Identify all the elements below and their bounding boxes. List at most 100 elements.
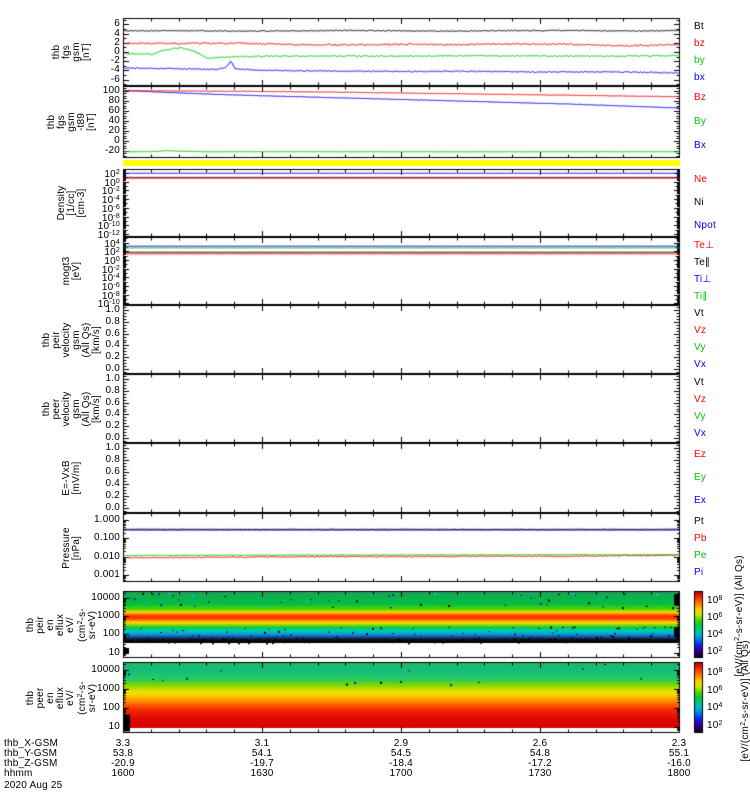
ytick-label-mogt3-3: 10-2 [101,264,120,276]
ytick-label-thb_peer_en_eflux-2: 100 [102,702,120,714]
legend-by: by [694,54,705,66]
legend-Pt: Pt [694,515,704,527]
footer-value-0-3: 2.6 [532,738,548,749]
colorbar-tick-label-0-3: 102 [707,645,723,657]
footer-value-2-0: -20.9 [111,758,135,769]
colorbar-tick-label-0-2: 104 [707,628,723,640]
footer-value-0-2: 2.9 [393,738,409,749]
legend-Vx: Vx [694,359,707,371]
legend-Te∥: Te∥ [694,256,711,268]
legend-bz: bz [694,37,705,49]
date-label: 2020 Aug 25 [4,780,63,791]
ytick-label-thb_peer_velocity_gsm-2: 0.6 [105,396,120,408]
ytick-label-thb_fgs_gsm-4: -2 [110,55,120,67]
ytick-label-E_VxB-3: 0.4 [105,478,120,490]
footer-row-label-thb_Z-GSM: thb_Z-GSM [4,758,58,769]
ytick-label-thb_peer_velocity_gsm-1: 0.8 [105,384,120,396]
ytick-label-density-6: 10-10 [97,221,120,233]
ytick-label-density-1: 100 [104,177,120,189]
ytick-label-thb_peir_en_eflux-1: 1000 [96,610,120,622]
footer-value-2-4: -16.0 [667,758,691,769]
colorbar-tick-label-0-1: 106 [707,612,723,624]
footer-value-1-3: 54.8 [529,748,551,759]
ytick-label-density-5: 10-8 [101,212,120,224]
footer-value-2-2: -18.4 [389,758,413,769]
ytick-label-thb_fgs_gsm-3: 0 [114,46,120,57]
ytick-label-E_VxB-5: 0.0 [105,502,120,514]
colorbar-tick-label-0-0: 108 [707,595,723,607]
legend-Vx: Vx [694,428,707,440]
footer-value-0-1: 3.1 [254,738,270,749]
legend-bx: bx [694,71,705,83]
legend-Te⊥: Te⊥ [694,239,714,251]
ytick-label-density-7: 10-12 [97,229,120,241]
ytick-label-thb_fgs_gsm-t89-3: 40 [108,114,120,126]
legend-Ne: Ne [694,174,708,186]
colorbar-tick-label-1-3: 102 [707,720,723,732]
ytick-label-mogt3-0: 104 [104,238,120,250]
ytick-label-thb_fgs_gsm-t89-2: 60 [108,104,120,116]
legend-Vz: Vz [694,393,707,405]
legend-Bz: Bz [694,92,707,103]
ytick-label-mogt3-2: 100 [104,255,120,267]
ytick-label-thb_fgs_gsm-t89-1: 80 [108,94,120,106]
ytick-label-density-0: 102 [104,168,120,180]
legend-Pi: Pi [694,567,704,579]
legend-Bt: Bt [694,20,704,32]
ytick-label-thb_peer_en_eflux-1: 1000 [96,682,120,694]
colorbar-tick-label-1-2: 104 [707,702,723,714]
ytick-label-thb_fgs_gsm-1: 4 [114,27,120,39]
ytick-label-mogt3-7: 10-10 [97,299,120,311]
footer-value-3-0: 1600 [111,768,135,779]
footer-value-2-3: -17.2 [528,758,552,769]
ytick-label-thb_peer_en_eflux-0: 10000 [91,663,120,675]
ytick-label-pressure-3: 0.001 [93,569,120,581]
footer-row-label-thb_X-GSM: thb_X-GSM [4,738,59,749]
ytick-label-thb_peir_velocity_gsm-5: 0.0 [105,363,120,375]
footer-value-3-4: 1800 [667,768,691,779]
legend-Ni: Ni [694,197,704,208]
ytick-label-thb_fgs_gsm-t89-5: 0 [114,134,120,146]
legend-Ez: Ez [694,448,707,460]
ytick-label-pressure-0: 1.000 [93,513,120,525]
ytick-label-thb_peer_velocity_gsm-4: 0.2 [105,420,120,432]
ytick-label-thb_peir_velocity_gsm-0: 1.0 [105,303,120,315]
legend-Bx: Bx [694,140,707,151]
ytick-label-pressure-1: 0.100 [93,532,120,544]
ytick-label-thb_peir_en_eflux-2: 100 [102,628,120,640]
legend-Ti∥: Ti∥ [694,290,708,302]
legend-Vt: Vt [694,307,704,319]
footer-value-0-4: 2.3 [671,738,687,749]
footer-value-3-2: 1700 [389,768,413,779]
colorbar-unit-label-2: [eV/(cm2-s-sr-eV)] (All Qs) [740,640,750,762]
colorbar-tick-label-1-0: 108 [707,666,723,678]
ytick-label-thb_fgs_gsm-2: 2 [114,36,120,48]
ytick-label-E_VxB-0: 1.0 [105,441,120,453]
ytick-label-thb_fgs_gsm-t89-6: -20 [104,144,120,156]
legend-Npot: Npot [694,219,716,231]
ytick-label-thb_peer_velocity_gsm-3: 0.4 [105,408,120,420]
ytick-label-pressure-2: 0.010 [93,550,120,562]
ytick-label-thb_fgs_gsm-6: -6 [110,73,120,85]
footer-value-1-0: 53.8 [112,748,134,759]
ytick-label-mogt3-6: 10-8 [101,290,120,302]
ytick-label-thb_fgs_gsm-t89-4: 20 [108,124,120,136]
legend-Vy: Vy [694,342,706,354]
ytick-label-E_VxB-4: 0.2 [105,490,120,502]
ytick-label-thb_peer_en_eflux-3: 10 [108,721,120,733]
footer-value-0-0: 3.3 [115,738,131,749]
ytick-label-thb_fgs_gsm-0: 6 [114,18,120,30]
ytick-label-thb_fgs_gsm-5: -4 [110,64,120,76]
legend-Pb: Pb [694,532,707,544]
ytick-label-thb_fgs_gsm-t89-0: 100 [102,84,120,96]
footer-value-1-4: 55.1 [668,748,690,759]
ytick-label-thb_peir_velocity_gsm-3: 0.4 [105,339,120,351]
ytick-label-mogt3-1: 102 [104,247,120,259]
legend-Vz: Vz [694,324,707,336]
legend-Vt: Vt [694,376,704,388]
colorbar-tick-label-1-1: 106 [707,684,723,696]
footer-row-label-thb_Y-GSM: thb_Y-GSM [4,748,58,759]
footer-value-1-1: 54.1 [251,748,273,759]
ytick-label-thb_peer_velocity_gsm-5: 0.0 [105,432,120,444]
